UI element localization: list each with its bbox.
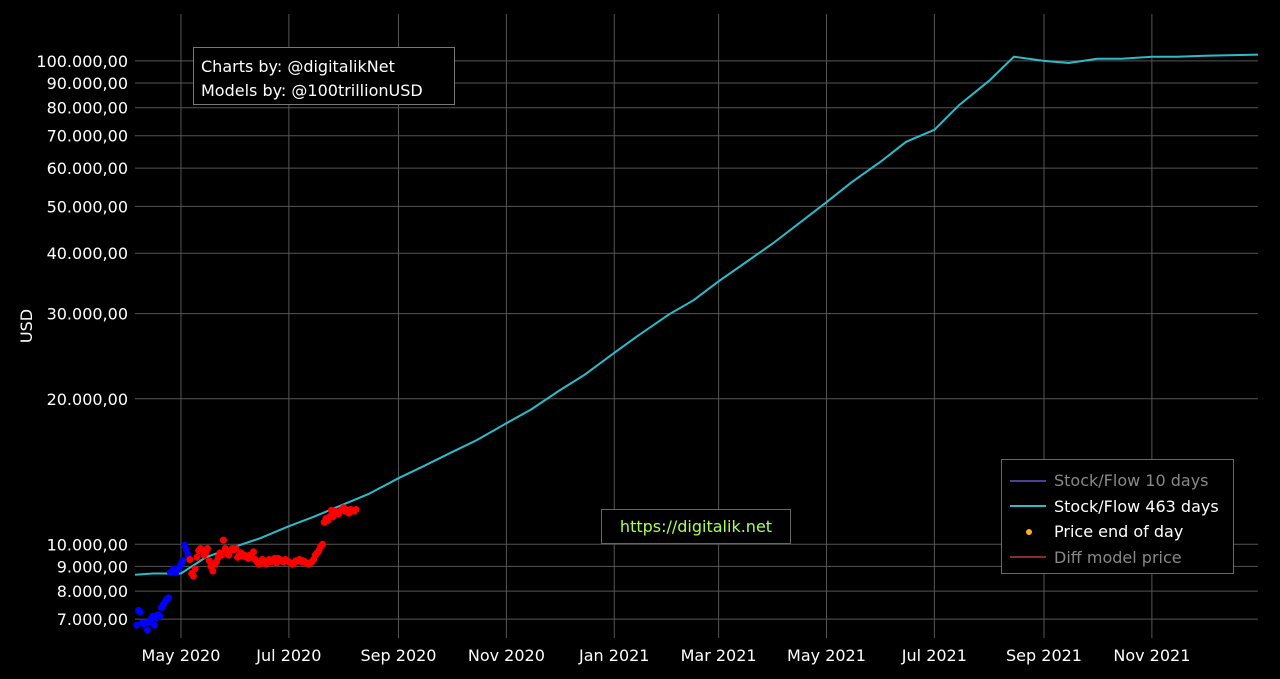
credits-models-by: Models by: @100trillionUSD bbox=[201, 81, 423, 100]
chart-series-points bbox=[133, 504, 360, 634]
price-point bbox=[182, 546, 190, 554]
legend-item-price-end-of-day[interactable]: Price end of day bbox=[1010, 519, 1233, 545]
legend-item-diff-model-price[interactable]: Diff model price bbox=[1010, 545, 1233, 571]
y-tick-label: 40.000,00 bbox=[47, 244, 128, 263]
credits-box: Charts by: @digitalikNet Models by: @100… bbox=[193, 47, 455, 105]
price-point bbox=[179, 557, 187, 565]
price-point bbox=[250, 548, 257, 556]
price-point bbox=[151, 621, 158, 629]
y-tick-label: 90.000,00 bbox=[47, 74, 128, 93]
x-tick-label: Sep 2020 bbox=[361, 646, 437, 665]
y-tick-label: 7.000,00 bbox=[57, 610, 128, 629]
x-tick-label: Jul 2021 bbox=[901, 646, 967, 665]
price-point bbox=[218, 551, 226, 559]
legend-label: Price end of day bbox=[1054, 522, 1184, 542]
y-tick-label: 70.000,00 bbox=[47, 127, 128, 146]
legend-item-stock-flow-463[interactable]: Stock/Flow 463 days bbox=[1010, 494, 1233, 520]
x-tick-label: May 2021 bbox=[787, 646, 866, 665]
x-axis: May 2020 Jul 2020 Sep 2020 Nov 2020 Jan 2021… bbox=[142, 646, 1191, 665]
y-tick-label: 8.000,00 bbox=[57, 582, 128, 601]
price-point bbox=[209, 567, 217, 575]
legend-label: Stock/Flow 463 days bbox=[1054, 496, 1219, 516]
y-axis-label: USD bbox=[17, 309, 36, 343]
y-tick-label: 60.000,00 bbox=[47, 159, 128, 178]
price-point bbox=[165, 594, 173, 602]
x-tick-label: Jul 2020 bbox=[255, 646, 321, 665]
legend-swatch bbox=[1010, 474, 1046, 488]
credits-charts-by: Charts by: @digitalikNet bbox=[201, 57, 395, 76]
series-line-stock-flow-463 bbox=[134, 53, 1259, 576]
price-point bbox=[319, 540, 326, 548]
legend-swatch bbox=[1010, 550, 1046, 564]
price-point bbox=[143, 626, 151, 634]
y-tick-label: 80.000,00 bbox=[47, 99, 128, 118]
x-tick-label: May 2020 bbox=[142, 646, 221, 665]
y-tick-label: 30.000,00 bbox=[47, 305, 128, 324]
x-tick-label: Jan 2021 bbox=[578, 646, 649, 665]
x-tick-label: Nov 2020 bbox=[468, 646, 545, 665]
y-tick-label: 100.000,00 bbox=[36, 52, 128, 71]
price-point bbox=[205, 557, 213, 565]
price-point bbox=[133, 621, 141, 629]
legend-label: Diff model price bbox=[1054, 547, 1182, 567]
chart-series-lines bbox=[134, 53, 1259, 576]
y-tick-label: 50.000,00 bbox=[47, 197, 128, 216]
price-point bbox=[204, 545, 211, 552]
price-point bbox=[186, 556, 194, 563]
website-link[interactable]: https://digitalik.net bbox=[601, 509, 791, 544]
price-point bbox=[352, 506, 360, 513]
price-point bbox=[189, 572, 197, 580]
chart-legend: Stock/Flow 10 days Stock/Flow 463 days P… bbox=[1001, 459, 1234, 574]
x-tick-label: Nov 2021 bbox=[1113, 646, 1190, 665]
legend-item-stock-flow-10[interactable]: Stock/Flow 10 days bbox=[1010, 468, 1233, 494]
y-tick-label: 20.000,00 bbox=[47, 390, 128, 409]
price-point bbox=[232, 545, 240, 552]
price-point bbox=[191, 565, 199, 573]
legend-swatch bbox=[1010, 499, 1046, 513]
y-axis: 7.000,00 8.000,00 9.000,00 10.000,00 20.000,… bbox=[36, 52, 128, 629]
x-tick-label: Mar 2021 bbox=[681, 646, 757, 665]
price-point bbox=[193, 553, 201, 561]
x-tick-label: Sep 2021 bbox=[1006, 646, 1082, 665]
y-tick-label: 9.000,00 bbox=[57, 557, 128, 576]
legend-swatch bbox=[1010, 525, 1046, 539]
y-tick-label: 10.000,00 bbox=[47, 535, 128, 554]
legend-label: Stock/Flow 10 days bbox=[1054, 471, 1209, 491]
price-point bbox=[156, 612, 164, 620]
price-point bbox=[136, 608, 144, 616]
price-point bbox=[219, 536, 227, 544]
